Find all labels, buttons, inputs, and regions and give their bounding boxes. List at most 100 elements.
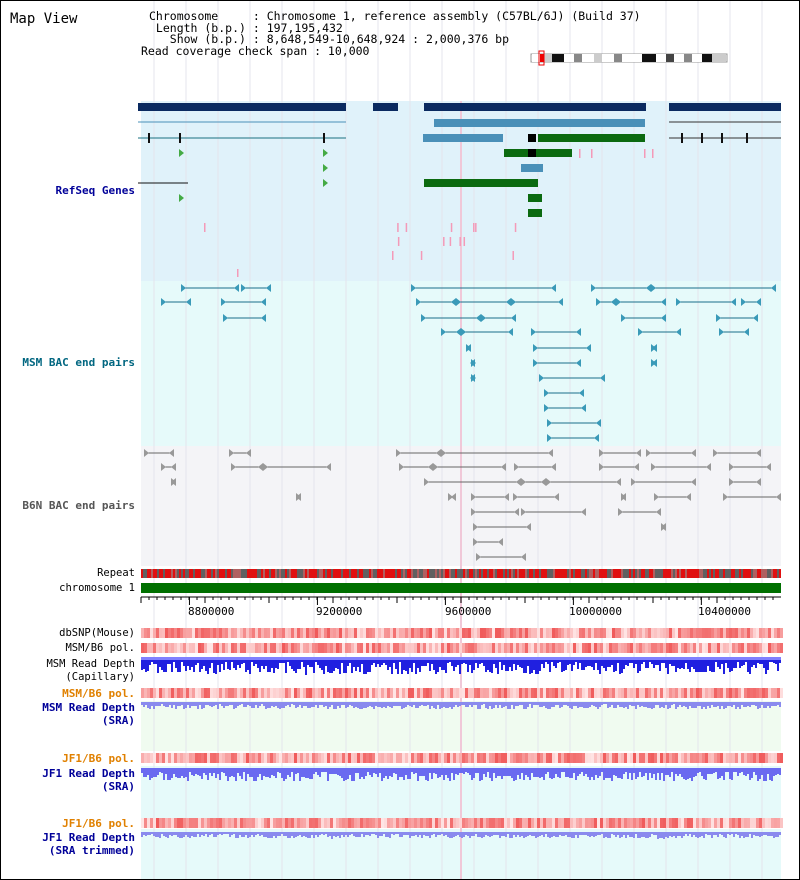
depth-bar [405,657,407,671]
depth-bar [483,832,485,837]
depth-bar [451,657,453,666]
heat-cell [255,628,258,638]
heat-cell [588,688,591,698]
heat-cell [192,688,195,698]
depth-bar [297,702,299,707]
depth-bar [237,832,239,838]
heat-cell [183,688,186,698]
heat-cell [198,628,201,638]
depth-bar [431,702,433,706]
depth-bar [315,832,317,835]
gene [521,164,543,172]
depth-bar [223,832,225,834]
heat-cell [534,818,537,828]
depth-bar [161,657,163,670]
depth-bar [701,657,703,672]
chromosome-line: Chromosome : Chromosome 1, reference ass… [149,9,641,23]
depth-bar [777,702,779,705]
depth-bar [547,702,549,709]
repeat-segment [423,569,425,578]
depth-bar [765,657,767,674]
depth-bar [353,702,355,708]
depth-bar [245,702,247,707]
heat-cell [747,628,750,638]
bac-end [636,449,641,457]
depth-bar [305,832,307,837]
heat-cell [756,688,759,698]
depth-bar [737,768,739,776]
repeat-segment [227,569,229,578]
heat-cell [402,753,405,763]
bac-end [631,478,636,486]
heat-cell [315,688,318,698]
depth-bar [299,768,301,781]
track-label-refseq[interactable]: RefSeq Genes [55,184,135,197]
depth-bar [231,832,233,835]
depth-bar [303,657,305,667]
depth-bar [435,657,437,674]
heat-cell [570,688,573,698]
heat-cell [237,818,240,828]
heat-cell [156,643,159,653]
heat-cell [555,818,558,828]
repeat-segment [535,569,537,578]
depth-bar [735,657,737,668]
depth-bar [529,657,531,674]
depth-bar [275,702,277,706]
heat-cell [564,643,567,653]
heat-cell [324,753,327,763]
depth-bar [323,768,325,772]
depth-bar [537,657,539,674]
depth-bar [571,702,573,709]
depth-bar [527,832,529,836]
depth-bar [713,702,715,707]
heat-cell [735,628,738,638]
depth-bar [361,702,363,709]
depth-bar [629,702,631,705]
repeat-segment [637,569,639,578]
depth-bar [493,768,495,773]
heat-cell [504,643,507,653]
repeat-segment [501,569,503,578]
depth-bar [543,832,545,837]
heat-cell [684,688,687,698]
depth-bar [651,768,653,778]
heat-cell [573,643,576,653]
bac-end [521,478,526,486]
depth-bar [195,832,197,837]
bac-end [652,359,657,367]
depth-bar [749,832,751,834]
depth-bar [311,832,313,835]
track-label-msm-bac[interactable]: MSM BAC end pairs [22,356,135,369]
heat-cell [519,818,522,828]
bac-end [766,463,771,471]
bac-end [436,449,441,457]
depth-bar [339,657,341,674]
gene-exon [528,134,536,142]
track-label-jf1-depth-trimmed: JF1 Read Depth (SRA trimmed) [1,831,135,857]
heat-cell [468,628,471,638]
depth-bar [721,657,723,664]
heat-cell [144,688,147,698]
depth-bar [355,702,357,707]
heat-cell [696,628,699,638]
repeat-segment [347,569,349,578]
heat-cell [297,688,300,698]
heat-cell [456,688,459,698]
heat-cell [333,628,336,638]
depth-bar [465,702,467,707]
heat-cell [753,753,756,763]
track-label-b6n-bac[interactable]: B6N BAC end pairs [22,499,135,512]
depth-bar [669,768,671,777]
depth-bar [509,657,511,667]
depth-bar [577,768,579,776]
heat-cell [384,628,387,638]
depth-bar [445,768,447,775]
depth-bar [443,657,445,670]
bac-end [411,284,416,292]
depth-bar [377,657,379,664]
heat-cell [177,688,180,698]
repeat-segment [565,569,567,578]
heat-cell [618,643,621,653]
